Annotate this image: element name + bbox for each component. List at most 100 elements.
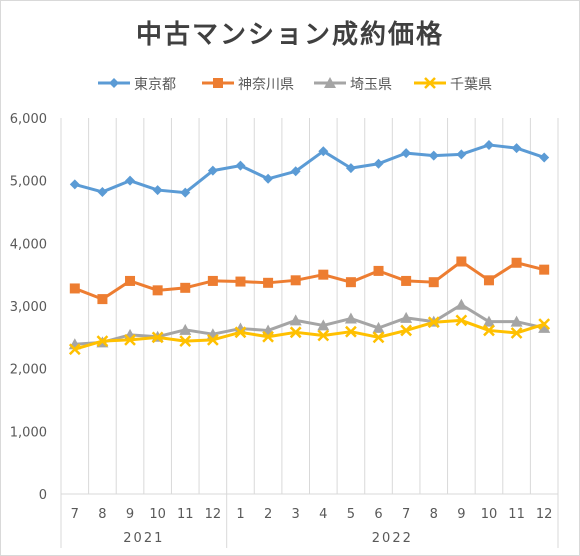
- x-tick-label: 7: [402, 507, 410, 522]
- data-point[interactable]: [206, 333, 219, 346]
- data-point[interactable]: [317, 329, 330, 342]
- data-point[interactable]: [428, 150, 439, 161]
- x-tick-label: 9: [126, 507, 134, 522]
- data-point[interactable]: [400, 324, 413, 337]
- x-tick-label: 5: [347, 507, 355, 522]
- series-line: [74, 318, 545, 351]
- x-tick-label: 2: [264, 507, 272, 522]
- x-tick-label: 6: [374, 507, 382, 522]
- data-point[interactable]: [455, 314, 468, 327]
- data-point[interactable]: [125, 175, 136, 186]
- x-tick-label: 7: [71, 507, 79, 522]
- data-point[interactable]: [125, 275, 136, 286]
- data-point[interactable]: [483, 139, 494, 150]
- data-point[interactable]: [456, 149, 467, 160]
- data-point[interactable]: [235, 160, 246, 171]
- y-tick-label: 2,000: [10, 363, 47, 378]
- series-0: [69, 139, 550, 198]
- year-label: 2021: [123, 531, 164, 546]
- x-tick-label: 12: [536, 507, 553, 522]
- data-point[interactable]: [289, 314, 302, 326]
- data-point[interactable]: [207, 275, 218, 286]
- data-point[interactable]: [124, 333, 136, 346]
- legend-swatch-tokyo: [98, 78, 130, 88]
- data-point[interactable]: [373, 158, 384, 169]
- x-tick-label: 10: [149, 507, 166, 522]
- x-tick-label: 3: [292, 507, 300, 522]
- data-point[interactable]: [373, 265, 384, 276]
- data-point[interactable]: [152, 185, 163, 196]
- data-point[interactable]: [345, 163, 356, 174]
- data-point[interactable]: [483, 324, 495, 337]
- data-point[interactable]: [539, 152, 550, 163]
- data-point[interactable]: [482, 315, 495, 327]
- data-point[interactable]: [262, 330, 274, 343]
- data-point[interactable]: [372, 321, 385, 333]
- year-label: 2022: [372, 531, 413, 546]
- data-point[interactable]: [179, 323, 192, 335]
- data-point[interactable]: [207, 165, 218, 176]
- data-point[interactable]: [344, 312, 357, 324]
- data-point[interactable]: [401, 275, 412, 286]
- data-point[interactable]: [372, 331, 385, 344]
- legend-swatch-kanagawa: [202, 78, 234, 88]
- data-point[interactable]: [539, 264, 550, 275]
- series-layer: [68, 139, 551, 356]
- data-point[interactable]: [263, 277, 274, 288]
- data-point[interactable]: [511, 143, 522, 154]
- data-point[interactable]: [427, 316, 440, 329]
- data-point[interactable]: [510, 327, 523, 339]
- data-point[interactable]: [428, 277, 439, 288]
- legend-swatch-chiba: [414, 77, 446, 89]
- data-point[interactable]: [289, 326, 302, 339]
- x-tick-label: 11: [177, 507, 194, 522]
- y-tick-label: 0: [39, 488, 47, 503]
- data-point[interactable]: [401, 148, 412, 159]
- y-tick-label: 5,000: [10, 175, 47, 190]
- data-point[interactable]: [180, 187, 191, 198]
- data-point[interactable]: [290, 275, 301, 286]
- x-tick-label: 8: [430, 507, 438, 522]
- data-point[interactable]: [511, 257, 522, 268]
- data-point[interactable]: [234, 326, 247, 339]
- gridlines: [60, 118, 559, 495]
- data-point[interactable]: [290, 166, 301, 177]
- data-point[interactable]: [96, 335, 109, 347]
- data-point[interactable]: [68, 343, 81, 356]
- x-tick-label: 10: [481, 507, 498, 522]
- x-tick-label: 12: [205, 507, 222, 522]
- legend-label-saitama: 埼玉県: [350, 77, 392, 93]
- data-point[interactable]: [318, 269, 329, 280]
- data-point[interactable]: [400, 311, 413, 323]
- data-point[interactable]: [97, 186, 108, 197]
- data-point[interactable]: [538, 321, 551, 333]
- x-tick-label: 4: [319, 507, 327, 522]
- series-1: [69, 256, 550, 305]
- data-point[interactable]: [538, 318, 551, 331]
- data-point[interactable]: [151, 331, 164, 344]
- data-point[interactable]: [456, 256, 467, 267]
- series-line: [74, 143, 545, 195]
- data-point[interactable]: [69, 283, 80, 294]
- data-point[interactable]: [179, 335, 192, 347]
- data-point[interactable]: [345, 277, 356, 288]
- series-3: [68, 314, 551, 356]
- data-point[interactable]: [455, 298, 468, 310]
- legend: 東京都 神奈川県 埼玉県 千葉県: [0, 72, 580, 94]
- x-tick-label: 11: [508, 507, 525, 522]
- data-point[interactable]: [263, 173, 274, 184]
- legend-label-kanagawa: 神奈川県: [238, 77, 294, 93]
- data-point[interactable]: [152, 285, 163, 296]
- data-point[interactable]: [97, 294, 108, 305]
- data-point[interactable]: [317, 319, 330, 331]
- data-point[interactable]: [180, 282, 191, 293]
- data-point[interactable]: [69, 179, 80, 190]
- data-point[interactable]: [345, 325, 357, 338]
- data-point[interactable]: [318, 146, 329, 157]
- data-point[interactable]: [510, 315, 523, 327]
- data-point[interactable]: [235, 276, 246, 287]
- data-point[interactable]: [483, 275, 494, 286]
- y-tick-label: 3,000: [10, 300, 47, 315]
- y-axis: 0 1,000 2,000 3,000 4,000 5,000 6,000: [10, 112, 47, 503]
